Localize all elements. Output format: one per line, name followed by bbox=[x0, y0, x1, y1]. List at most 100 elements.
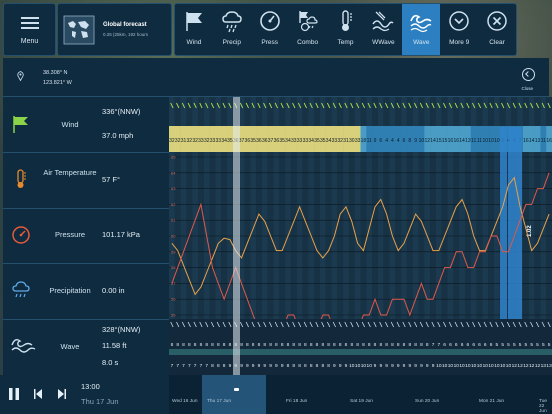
forecast-chart[interactable]: 3232313232333233333435363736353636373635… bbox=[169, 97, 552, 375]
wind-speed-label: 16 bbox=[448, 138, 454, 144]
pressure-row: Pressure 101.17 kPa bbox=[3, 208, 169, 264]
wind-speed-cell bbox=[273, 126, 280, 152]
step-back-icon[interactable] bbox=[33, 387, 43, 401]
wind-speed-label: 34 bbox=[308, 138, 314, 144]
wind-speed-cell bbox=[343, 126, 350, 152]
wind-direction-arrow bbox=[495, 102, 499, 109]
wind-direction-arrow bbox=[315, 102, 319, 109]
wind-speed-cell bbox=[488, 126, 495, 152]
wind-direction-arrow bbox=[280, 102, 284, 109]
wind-speed-label: 35 bbox=[279, 138, 285, 144]
menu-button[interactable]: Menu bbox=[3, 3, 56, 56]
wind-direction-arrow bbox=[274, 102, 278, 109]
timeline-scrubber[interactable]: Wed 16 Jun Thu 17 Jun Fri 18 Jun Sat 19 … bbox=[169, 375, 552, 414]
wave-direction-arrow bbox=[199, 321, 203, 328]
wave-height-label: 8 bbox=[229, 342, 232, 348]
wave-direction-arrow bbox=[437, 321, 441, 328]
tool-more[interactable]: More 9 bbox=[440, 4, 478, 55]
tool-wind[interactable]: Wind bbox=[175, 4, 213, 55]
wave-direction-arrow bbox=[506, 321, 511, 328]
tool-press[interactable]: Press bbox=[251, 4, 289, 55]
tool-temp[interactable]: Temp bbox=[327, 4, 365, 55]
wave-height-label: 8 bbox=[217, 342, 220, 348]
pressure-label: Pressure bbox=[54, 230, 85, 239]
wind-direction-arrow bbox=[483, 102, 487, 109]
timeline-knob[interactable] bbox=[234, 388, 239, 391]
wind-direction-arrow bbox=[245, 102, 249, 109]
tool-precip[interactable]: Precip bbox=[213, 4, 251, 55]
wave-height-label: 8 bbox=[287, 342, 290, 348]
tool-wave[interactable]: Wave bbox=[402, 4, 441, 55]
tool-clear[interactable]: Clear bbox=[478, 4, 516, 55]
wind-speed-cell bbox=[441, 126, 448, 152]
wave-height-label: 8 bbox=[246, 342, 249, 348]
wind-speed-cell bbox=[406, 126, 414, 152]
wind-speed-cell bbox=[227, 126, 234, 152]
wind-speed-label: 11 bbox=[471, 138, 476, 144]
wave-period-label: 8 bbox=[211, 363, 214, 369]
wind-direction-arrow bbox=[193, 102, 197, 109]
wave-period-label: 7 bbox=[176, 363, 179, 369]
wind-direction-arrow bbox=[402, 102, 406, 109]
wave-height-label: 8 bbox=[426, 342, 429, 348]
wind-direction-arrow bbox=[297, 102, 302, 109]
wave-period-label: 9 bbox=[258, 363, 261, 369]
tool-label: Wind bbox=[186, 39, 202, 46]
tool-combo[interactable]: Combo bbox=[289, 4, 327, 55]
pause-icon[interactable] bbox=[8, 387, 20, 401]
timeline-selection[interactable] bbox=[202, 375, 266, 414]
wave-height-label: 8 bbox=[385, 342, 388, 348]
tool-wwave[interactable]: WWave bbox=[364, 4, 402, 55]
wind-direction-arrow bbox=[419, 102, 424, 109]
wind-speed-cell bbox=[290, 126, 297, 152]
wind-direction-arrow bbox=[414, 102, 418, 109]
wind-direction-arrow bbox=[443, 102, 447, 109]
wind-speed-label: 36 bbox=[274, 138, 280, 144]
wind-speed-cell bbox=[493, 126, 501, 152]
wind-speed-cell bbox=[435, 126, 443, 152]
temperature-row: Air Temperature 57 F° bbox=[3, 152, 169, 209]
wind-direction-arrow bbox=[303, 102, 307, 109]
wind-speed-cell bbox=[383, 126, 390, 152]
wind-speed-label: 33 bbox=[291, 138, 297, 144]
wind-speed-label: 8 bbox=[408, 138, 411, 144]
wind-direction-arrow bbox=[541, 102, 545, 109]
wave-direction-arrow bbox=[512, 321, 516, 328]
wind-speed-label: 33 bbox=[216, 138, 222, 144]
wave-period-label: 8 bbox=[316, 363, 319, 369]
wave-row: Wave 328°(NNW) 11.58 ft 8.0 s bbox=[3, 319, 169, 375]
wave-period-label: 10 bbox=[448, 363, 454, 369]
wind-speed-label: 16 bbox=[546, 138, 552, 144]
wind-speed-cell bbox=[261, 126, 268, 152]
wave-height-label: 8 bbox=[397, 342, 400, 348]
wave-period-label: 12 bbox=[517, 363, 523, 369]
wind-direction-arrow bbox=[425, 102, 429, 109]
wind-speed-cell bbox=[279, 126, 286, 152]
wind-direction-arrow bbox=[396, 102, 400, 109]
wave-height-label: 8 bbox=[275, 342, 278, 348]
playback-bar: 13:00 Thu 17 Jun Wed 16 Jun Thu 17 Jun F… bbox=[0, 375, 552, 414]
tool-label: Precip bbox=[222, 39, 242, 46]
wave-period-label: 8 bbox=[223, 363, 226, 369]
forecast-selector[interactable]: Global forecast 0.25 (25km, 192 hours bbox=[57, 3, 172, 56]
wind-speed-label: 10 bbox=[419, 138, 425, 144]
wave-direction-arrow bbox=[425, 321, 429, 328]
step-forward-icon[interactable] bbox=[57, 387, 67, 401]
forecast-title: Global forecast bbox=[103, 22, 147, 28]
wave-direction-arrow bbox=[286, 321, 290, 328]
wave-height-label: 8 bbox=[350, 342, 353, 348]
wave-direction-arrow bbox=[245, 321, 249, 328]
wave-direction-arrow bbox=[460, 321, 464, 328]
highlight-bar bbox=[508, 127, 515, 319]
wave-period-label: 13 bbox=[541, 363, 547, 369]
wind-speed-label: 4 bbox=[385, 138, 388, 144]
wind-speed-label: 33 bbox=[198, 138, 204, 144]
wave-direction-arrow bbox=[332, 321, 336, 328]
wave-period-label: 13 bbox=[546, 363, 552, 369]
close-button[interactable] bbox=[522, 68, 535, 81]
wave-period-label: 7 bbox=[171, 363, 174, 369]
wave-height-label: 8 bbox=[391, 342, 394, 348]
wave-period-label: 7 bbox=[182, 363, 185, 369]
pressure-value: 101.17 kPa bbox=[102, 230, 140, 239]
wave-direction-arrow bbox=[228, 321, 232, 328]
